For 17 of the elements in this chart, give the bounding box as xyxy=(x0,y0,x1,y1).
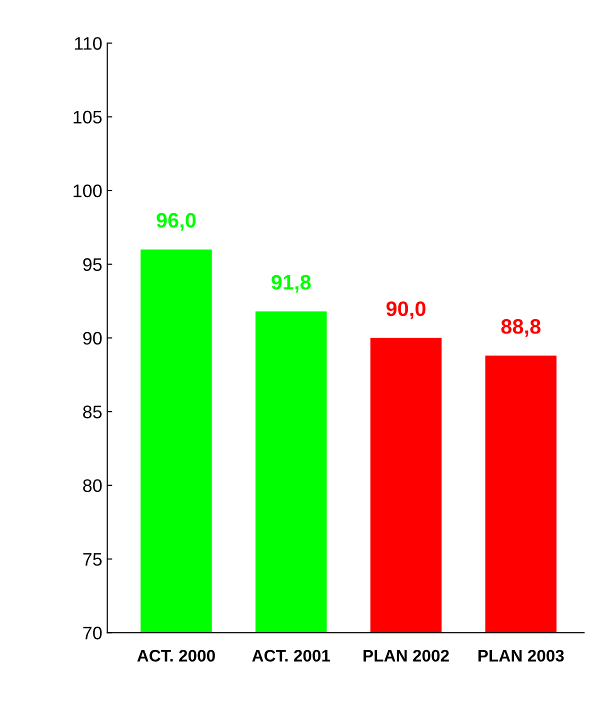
y-tick-label: 80 xyxy=(83,479,102,492)
x-tick-label: ACT. 2000 xyxy=(137,650,215,662)
y-tick-label: 95 xyxy=(83,258,102,271)
y-tick-label: 75 xyxy=(83,553,102,566)
data-label: 91,8 xyxy=(272,274,311,293)
data-label: 90,0 xyxy=(386,301,426,320)
y-tick-label: 85 xyxy=(83,406,102,418)
x-tick-label: PLAN 2002 xyxy=(364,650,449,662)
data-label: 96,0 xyxy=(156,212,196,231)
y-tick-label: 105 xyxy=(74,110,102,124)
x-tick-label: PLAN 2003 xyxy=(478,650,564,662)
y-tick-label: 100 xyxy=(74,184,102,198)
y-tick-label: 90 xyxy=(83,332,102,345)
x-tick-label: ACT. 2001 xyxy=(252,650,330,662)
y-tick-label: 70 xyxy=(83,626,102,640)
data-label: 88,8 xyxy=(501,319,541,337)
y-tick-label: 110 xyxy=(75,37,102,50)
